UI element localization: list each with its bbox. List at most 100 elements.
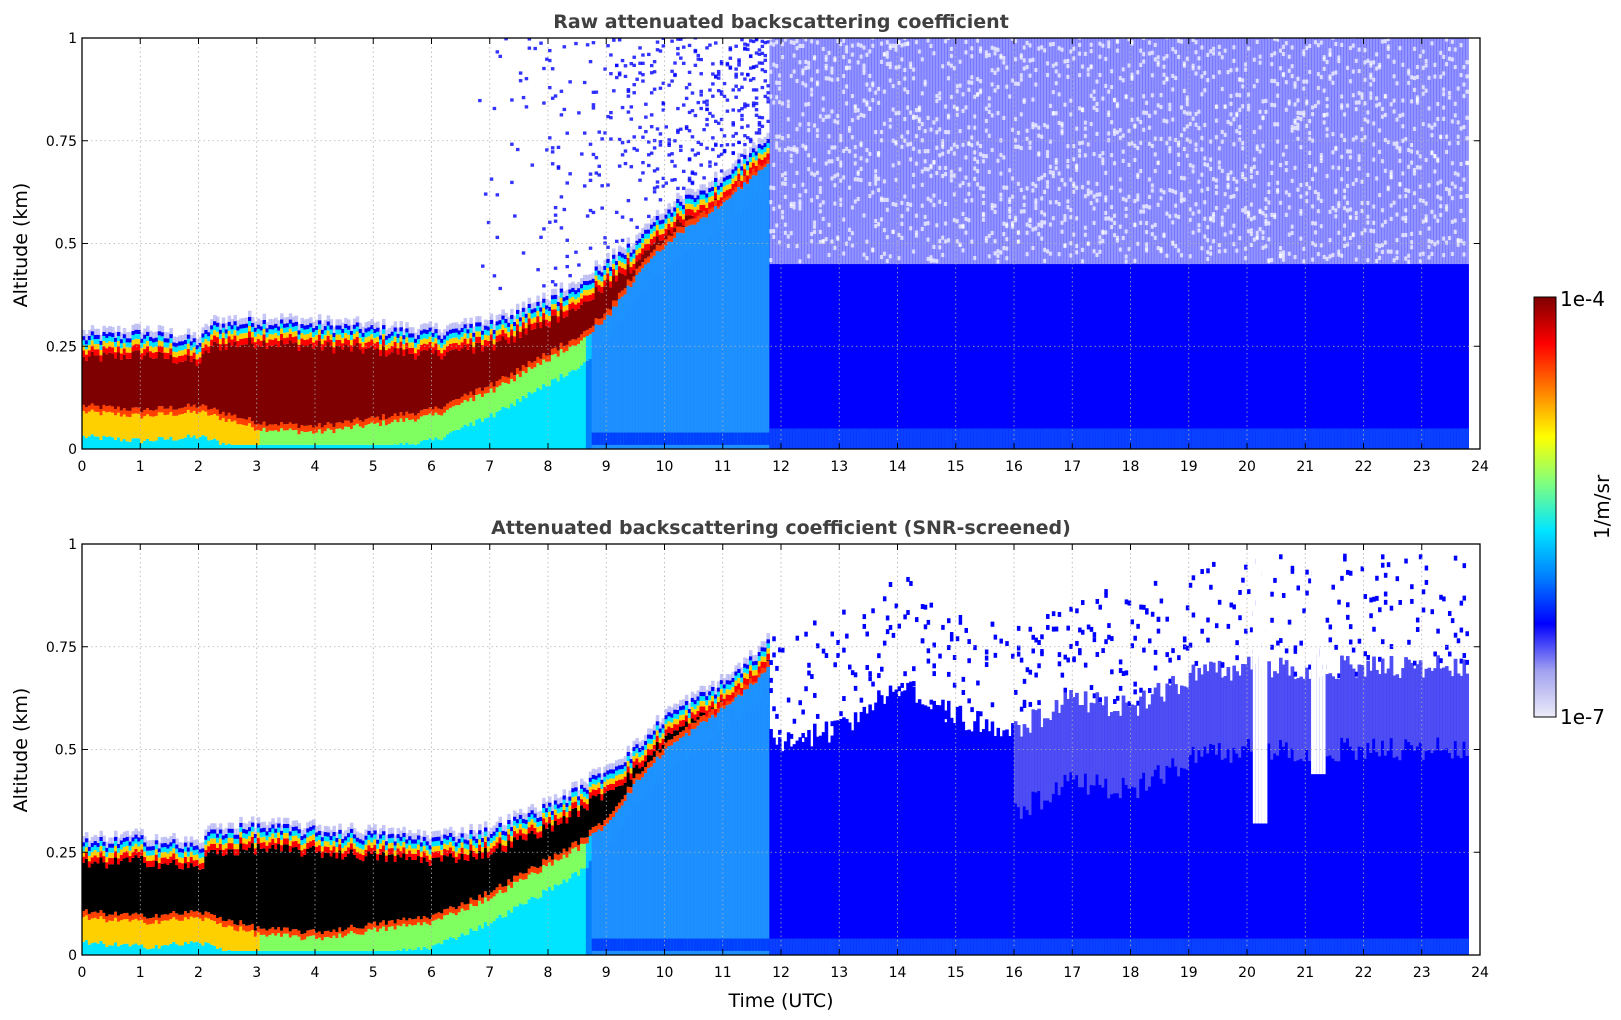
heatmap-cell: [489, 413, 494, 449]
heatmap-cell: [1005, 428, 1009, 449]
heatmap-cell: [967, 218, 971, 223]
heatmap-cell: [955, 38, 960, 265]
heatmap-cell: [626, 89, 631, 94]
heatmap-cell: [909, 202, 913, 207]
heatmap-cell: [990, 82, 995, 87]
heatmap-cell: [422, 440, 427, 449]
heatmap-cell: [181, 345, 185, 351]
heatmap-cell: [743, 182, 747, 449]
heatmap-cell: [932, 38, 936, 265]
heatmap-cell: [1212, 74, 1216, 79]
heatmap-cell: [1104, 83, 1108, 88]
heatmap-cell: [882, 264, 887, 449]
heatmap-cell: [457, 350, 462, 399]
heatmap-cell: [1051, 90, 1056, 95]
heatmap-cell: [935, 117, 939, 122]
heatmap-cell: [577, 288, 581, 293]
heatmap-cell: [207, 415, 211, 441]
heatmap-cell: [766, 96, 770, 100]
heatmap-column: [792, 38, 797, 449]
heatmap-column: [807, 38, 811, 449]
heatmap-cell: [370, 325, 374, 330]
heatmap-cell: [448, 323, 453, 330]
heatmap-cell: [661, 81, 666, 85]
heatmap-cell: [993, 70, 998, 75]
heatmap-cell: [1171, 87, 1175, 92]
heatmap-cell: [699, 184, 703, 191]
heatmap-cell: [571, 287, 575, 292]
heatmap-cell: [999, 53, 1003, 58]
heatmap-column: [769, 38, 773, 449]
heatmap-cell: [655, 209, 660, 216]
heatmap-column: [253, 321, 258, 449]
heatmap-cell: [711, 72, 715, 76]
heatmap-cell: [218, 323, 223, 330]
heatmap-cell: [1162, 72, 1167, 77]
heatmap-cell: [303, 346, 307, 426]
heatmap-cell: [760, 61, 765, 65]
heatmap-cell: [804, 83, 808, 88]
heatmap-cell: [533, 322, 537, 329]
heatmap-cell: [1241, 171, 1245, 177]
heatmap-cell: [1046, 249, 1050, 254]
heatmap-cell: [1063, 243, 1068, 248]
heatmap-cell: [1238, 130, 1242, 135]
heatmap-cell: [108, 346, 112, 353]
heatmap-cell: [548, 355, 552, 362]
heatmap-cell: [146, 336, 150, 341]
heatmap-cell: [140, 418, 144, 444]
heatmap-cell: [1226, 38, 1231, 265]
heatmap-cell: [536, 387, 540, 449]
heatmap-cell: [632, 91, 636, 95]
heatmap-cell: [1238, 107, 1242, 112]
heatmap-cell: [116, 406, 121, 413]
heatmap-cell: [620, 253, 625, 258]
heatmap-cell: [1174, 190, 1178, 195]
heatmap-cell: [609, 266, 613, 271]
heatmap-cell: [553, 353, 558, 379]
heatmap-cell: [1046, 153, 1050, 159]
heatmap-cell: [964, 216, 968, 222]
heatmap-cell: [1177, 140, 1181, 145]
heatmap-cell: [798, 206, 802, 211]
heatmap-cell: [181, 361, 185, 408]
heatmap-cell: [588, 289, 593, 295]
heatmap-cell: [277, 444, 281, 449]
heatmap-cell: [687, 70, 692, 74]
heatmap-cell: [379, 335, 383, 340]
heatmap-cell: [399, 412, 403, 419]
heatmap-cell: [781, 54, 785, 60]
heatmap-cell: [824, 114, 829, 119]
heatmap-cell: [542, 313, 546, 320]
heatmap-cell: [652, 215, 657, 223]
heatmap-cell: [277, 330, 281, 336]
heatmap-cell: [740, 180, 744, 187]
heatmap-cell: [1212, 264, 1216, 449]
heatmap-cell: [513, 381, 517, 407]
heatmap-column: [315, 319, 319, 449]
heatmap-cell: [577, 33, 581, 36]
heatmap-cell: [565, 254, 569, 259]
heatmap-cell: [542, 384, 546, 449]
heatmap-cell: [1124, 213, 1129, 218]
heatmap-cell: [1185, 153, 1190, 158]
heatmap-cell: [1089, 93, 1094, 98]
heatmap-column: [355, 316, 360, 449]
heatmap-cell: [725, 169, 730, 176]
heatmap-cell: [635, 148, 639, 152]
heatmap-cell: [1206, 78, 1210, 83]
heatmap-cell: [315, 444, 319, 449]
heatmap-cell: [888, 118, 893, 123]
heatmap-cell: [297, 444, 302, 449]
heatmap-column: [513, 214, 517, 449]
heatmap-cell: [836, 113, 840, 118]
heatmap-cell: [699, 194, 703, 200]
heatmap-cell: [766, 432, 770, 445]
heatmap-cell: [1162, 428, 1167, 449]
heatmap-column: [970, 38, 974, 449]
heatmap-column: [783, 38, 788, 449]
heatmap-cell: [912, 146, 916, 151]
heatmap-cell: [705, 211, 709, 218]
heatmap-cell: [909, 110, 913, 115]
heatmap-cell: [932, 203, 936, 208]
